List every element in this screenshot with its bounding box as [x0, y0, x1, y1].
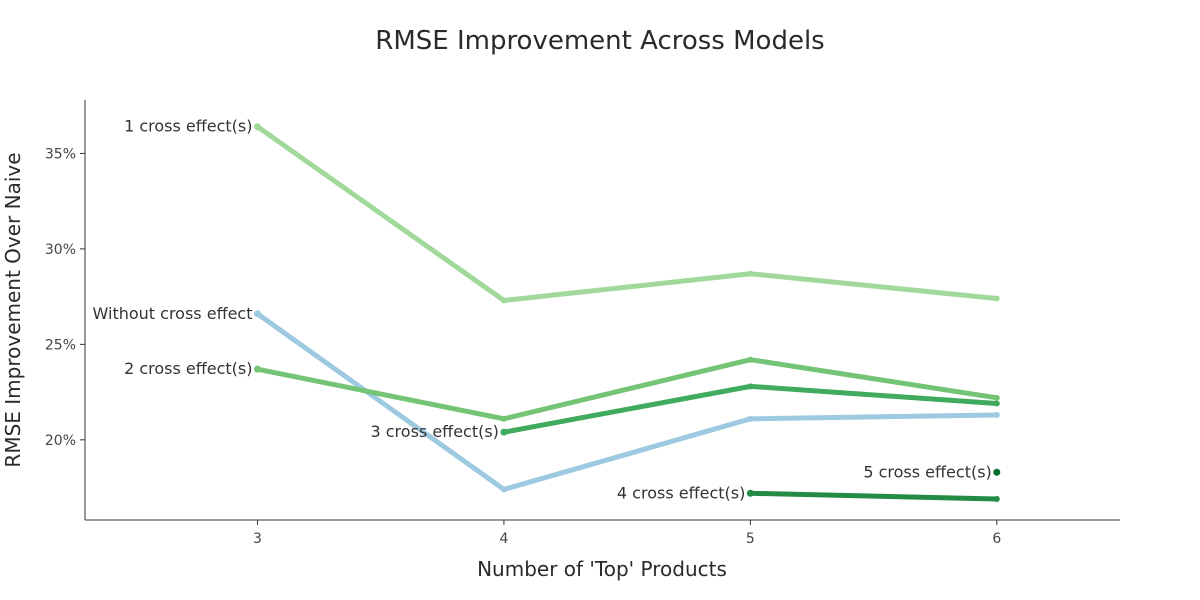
y-tick-label: 25%	[45, 337, 76, 353]
series-label: 4 cross effect(s)	[617, 483, 745, 502]
y-tick-label: 35%	[45, 146, 76, 162]
data-point	[500, 486, 507, 493]
y-tick-label: 30%	[45, 242, 76, 258]
series-line	[500, 383, 1000, 436]
series-line	[254, 310, 1000, 493]
data-point	[254, 365, 261, 373]
data-point	[254, 123, 261, 131]
data-point	[747, 270, 754, 277]
series-line	[746, 489, 1000, 502]
series-line	[993, 468, 1001, 476]
series-label: 3 cross effect(s)	[370, 422, 498, 441]
y-axis-title: RMSE Improvement Over Naive	[1, 152, 25, 467]
data-point	[500, 415, 507, 422]
data-point	[993, 394, 1000, 401]
plot-area: 20% 25% 30% 35% 3 4 5 6 1 cross effect(s) Witho…	[45, 100, 1120, 547]
series-label: 2 cross effect(s)	[124, 359, 252, 378]
series-path	[255, 357, 1000, 422]
series-path	[501, 383, 1000, 435]
data-point	[993, 412, 1000, 418]
series-labels: 1 cross effect(s) Without cross effect 2 c…	[93, 117, 992, 503]
data-point	[254, 310, 261, 318]
y-tick-label: 20%	[45, 433, 76, 449]
series-label: 1 cross effect(s)	[124, 117, 252, 136]
chart-title: RMSE Improvement Across Models	[375, 26, 824, 56]
data-point	[993, 295, 1000, 302]
series-label: Without cross effect	[93, 304, 253, 323]
series-path	[747, 490, 1000, 502]
x-tick-label: 6	[992, 531, 1001, 547]
data-point	[746, 489, 754, 497]
data-point	[993, 468, 1001, 476]
data-point	[747, 356, 754, 363]
data-point	[993, 496, 1000, 502]
x-ticks: 3 4 5 6	[253, 520, 1001, 547]
data-point	[500, 428, 508, 436]
series-label: 5 cross effect(s)	[863, 462, 991, 481]
series-path	[255, 311, 1000, 492]
series-line	[254, 123, 1000, 304]
x-tick-label: 3	[253, 531, 262, 547]
data-point	[500, 297, 507, 304]
data-point	[993, 400, 1000, 407]
data-point	[747, 383, 754, 390]
series-lines	[254, 123, 1001, 502]
y-ticks: 20% 25% 30% 35%	[45, 146, 85, 449]
x-tick-label: 5	[746, 531, 755, 547]
data-point	[747, 415, 754, 422]
series-line	[254, 356, 1000, 422]
series-path	[255, 124, 1000, 303]
x-tick-label: 4	[499, 531, 508, 547]
x-axis-title: Number of 'Top' Products	[477, 557, 727, 581]
